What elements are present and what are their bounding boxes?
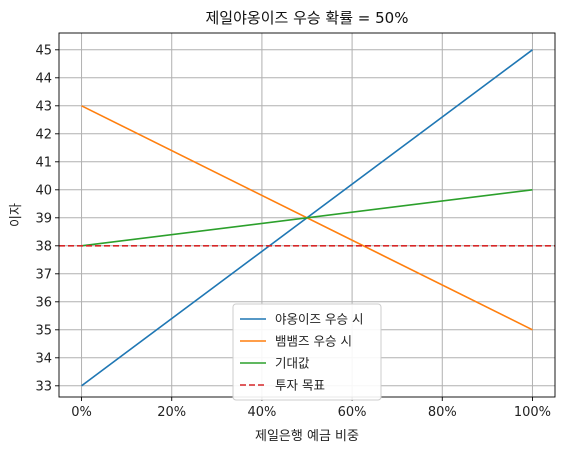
- y-tick-label: 38: [35, 239, 52, 254]
- series-line-3: [81, 189, 533, 247]
- x-axis-ticks: 0% 20% 40% 60% 80% 100%: [71, 397, 551, 420]
- legend-label-3: 기대값: [275, 356, 310, 371]
- y-tick-label: 37: [35, 267, 52, 282]
- y-tick-label: 39: [35, 211, 52, 226]
- y-axis-label: 이자: [9, 203, 24, 227]
- x-tick-label: 60%: [338, 405, 367, 420]
- legend-box: [232, 303, 382, 401]
- y-tick-label: 44: [35, 71, 52, 86]
- series-lines: [59, 49, 555, 387]
- y-tick-label: 35: [35, 323, 52, 338]
- x-axis-label: 제일은행 예금 비중: [255, 428, 359, 444]
- legend-label-4: 투자 목표: [275, 378, 325, 393]
- legend-label-2: 뱀뱀즈 우승 시: [275, 334, 352, 349]
- y-tick-label: 36: [35, 295, 52, 310]
- x-tick-label: 0%: [71, 405, 92, 420]
- y-tick-label: 34: [35, 351, 52, 366]
- y-tick-label: 41: [35, 155, 52, 170]
- y-tick-label: 45: [35, 43, 52, 58]
- y-tick-label: 43: [35, 99, 52, 114]
- x-tick-label: 80%: [428, 405, 457, 420]
- y-tick-label: 33: [35, 379, 52, 394]
- y-tick-label: 40: [35, 183, 52, 198]
- x-tick-label: 100%: [514, 405, 551, 420]
- x-tick-label: 40%: [247, 405, 276, 420]
- y-axis-ticks: 33 34 35 36 37 38 39 40 41 42 43 44 45: [35, 43, 59, 394]
- chart-title: 제일야옹이즈 우승 확률 = 50%: [206, 9, 409, 27]
- y-tick-label: 42: [35, 127, 52, 142]
- x-tick-label: 20%: [157, 405, 186, 420]
- legend-label-1: 야옹이즈 우승 시: [275, 312, 363, 327]
